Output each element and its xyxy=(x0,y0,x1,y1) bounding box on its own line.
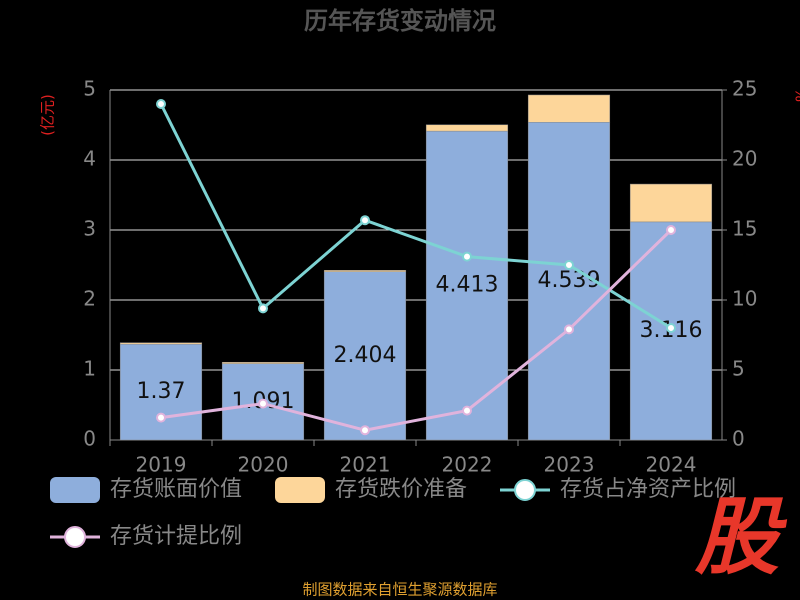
y-tick-label: 4 xyxy=(83,147,96,171)
line-point xyxy=(360,215,370,226)
y-tick-label: 1 xyxy=(83,357,96,381)
bar xyxy=(119,343,203,441)
chart-title: 历年存货变动情况 xyxy=(304,7,496,35)
y2-tick-label: 0 xyxy=(732,427,745,451)
x-tick-label: 2023 xyxy=(544,453,595,477)
y-tick-label: 2 xyxy=(83,287,96,311)
y2-axis-label: % xyxy=(792,88,800,102)
legend-swatch xyxy=(50,477,100,503)
line-point xyxy=(156,99,166,109)
line-point xyxy=(360,425,370,436)
line-point xyxy=(462,405,472,416)
data-label: 4.413 xyxy=(436,273,499,298)
logo: 股 xyxy=(694,488,788,586)
x-tick-label: 2024 xyxy=(646,453,697,477)
legend-label: 存货占净资产比例 xyxy=(560,477,736,502)
x-tick-label: 2021 xyxy=(340,453,391,477)
y-tick-label: 5 xyxy=(83,77,96,101)
legend-label: 存货账面价值 xyxy=(110,477,242,502)
line xyxy=(159,103,672,330)
y2-tick-label: 5 xyxy=(732,357,745,381)
y-tick-label: 0 xyxy=(83,427,96,451)
line-point xyxy=(258,303,268,314)
legend-swatch xyxy=(514,479,536,501)
legend-label: 存货计提比例 xyxy=(110,524,242,549)
line-point xyxy=(564,324,574,335)
bar xyxy=(323,270,407,272)
y-axis-label: (亿元) xyxy=(39,94,57,136)
legend-swatch xyxy=(275,477,325,503)
y2-tick-label: 20 xyxy=(732,147,757,171)
bar xyxy=(425,124,509,132)
data-label: 2.404 xyxy=(334,343,397,368)
data-label: 4.539 xyxy=(538,268,601,293)
line xyxy=(160,228,673,432)
legend-label: 存货跌价准备 xyxy=(335,477,467,502)
bar xyxy=(119,342,203,345)
line-point xyxy=(462,251,472,262)
line-point xyxy=(258,398,268,409)
line-point xyxy=(666,225,676,235)
x-tick-label: 2020 xyxy=(238,453,289,477)
legend-swatch xyxy=(64,526,86,548)
line-point xyxy=(564,260,574,270)
y2-tick-label: 15 xyxy=(732,217,757,241)
bar xyxy=(629,183,713,223)
y2-tick-label: 25 xyxy=(732,77,757,101)
data-label: 1.37 xyxy=(137,379,186,404)
x-tick-label: 2022 xyxy=(442,453,493,477)
y-tick-label: 3 xyxy=(83,217,96,241)
y2-tick-label: 10 xyxy=(732,287,757,311)
bar xyxy=(221,361,305,364)
bar xyxy=(527,94,611,123)
source-note: 制图数据来自恒生聚源数据库 xyxy=(302,581,497,599)
x-tick-label: 2019 xyxy=(136,453,187,477)
line-point xyxy=(666,323,676,333)
line-point xyxy=(156,412,166,423)
